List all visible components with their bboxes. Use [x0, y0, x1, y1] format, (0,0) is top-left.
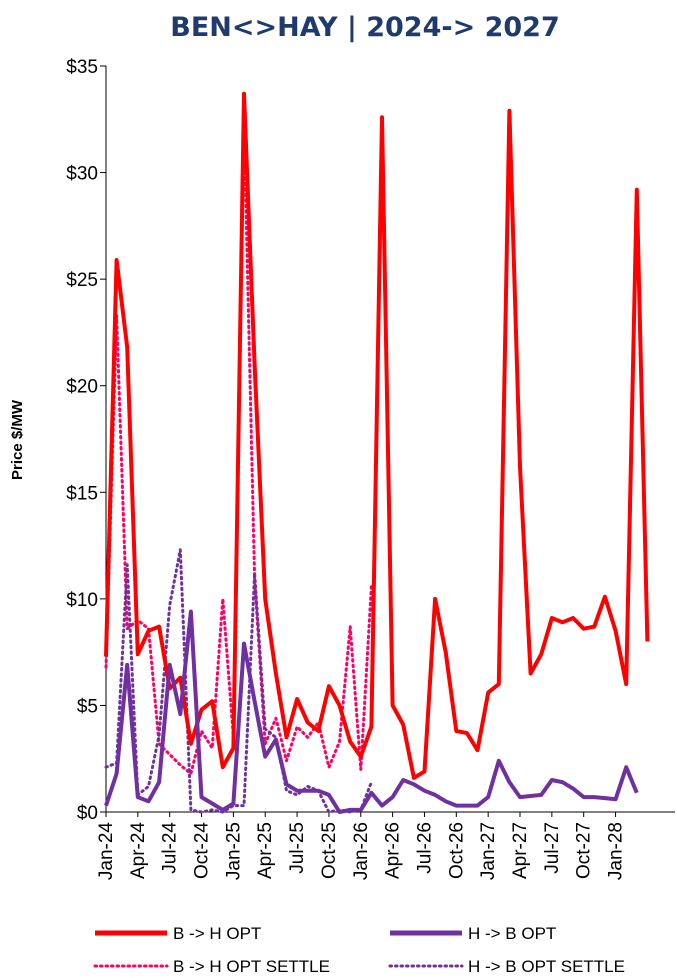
x-tick-label: Jul-25	[287, 822, 308, 874]
x-tick-label: Jan-24	[96, 822, 117, 881]
x-tick-label: Apr-27	[510, 822, 531, 879]
x-tick-label: Oct-27	[574, 822, 595, 879]
y-tick-label: $5	[77, 696, 98, 717]
y-tick-label: $0	[77, 803, 98, 824]
legend-label: B -> H OPT	[173, 924, 261, 943]
y-tick-label: $35	[66, 57, 98, 78]
x-tick-label: Jan-26	[351, 822, 372, 880]
x-tick-label: Jan-25	[223, 822, 244, 880]
x-axis: Jan-24 Apr-24 Jul-24 Oct-24 Jan-25 Apr-25 Jul-…	[96, 811, 675, 881]
legend-label: B -> H OPT SETTLE	[173, 957, 330, 976]
legend-label: H -> B OPT SETTLE	[468, 957, 625, 976]
y-tick-label: $25	[66, 270, 98, 291]
y-axis: $0 $5 $10 $15 $20 $25 $30 $35	[66, 57, 107, 824]
y-tick-label: $10	[66, 590, 98, 611]
chart-title: BEN<>HAY | 2024-> 2027	[170, 12, 560, 43]
x-tick-label: Jan-27	[478, 822, 499, 880]
x-tick-label: Apr-25	[255, 822, 276, 879]
legend: B -> H OPT H -> B OPT B -> H OPT SETTLE H -…	[93, 924, 625, 976]
y-tick-label: $30	[66, 164, 98, 185]
x-tick-label: Oct-25	[319, 822, 340, 879]
x-tick-label: Jan-28	[606, 822, 627, 880]
y-axis-title: Price $/MW	[9, 399, 26, 480]
series-layer	[104, 91, 650, 814]
legend-label: H -> B OPT	[468, 924, 556, 943]
series-line-3	[104, 548, 373, 814]
x-tick-label: Jul-24	[160, 822, 181, 874]
series-line-0	[104, 91, 650, 780]
x-tick-label: Apr-26	[383, 822, 404, 879]
x-tick-label: Jul-27	[542, 822, 563, 874]
x-tick-label: Apr-24	[128, 822, 149, 879]
series-line-1	[104, 609, 639, 814]
x-tick-label: Oct-26	[446, 822, 467, 879]
y-tick-label: $15	[66, 483, 98, 504]
x-tick-label: Jul-26	[414, 822, 435, 874]
y-tick-label: $20	[66, 377, 98, 398]
x-tick-label: Oct-24	[192, 822, 213, 879]
